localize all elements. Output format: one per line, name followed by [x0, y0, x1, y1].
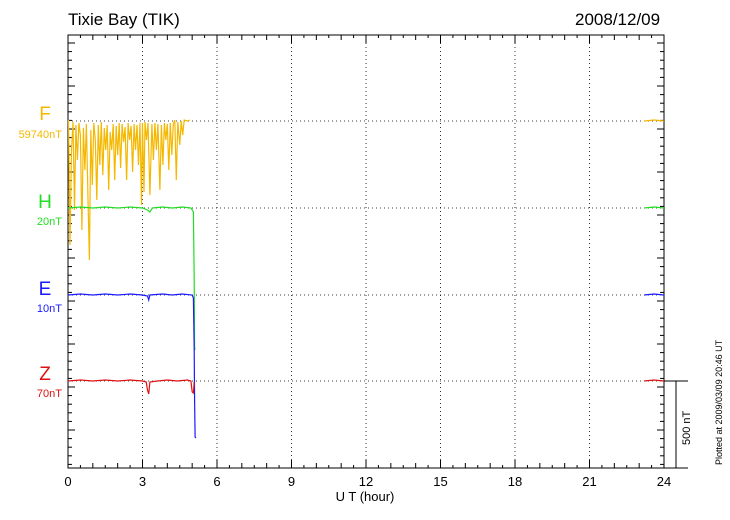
x-tick-label: 24	[657, 474, 671, 489]
component-label-f: F	[39, 104, 51, 125]
x-tick-label: 21	[582, 474, 596, 489]
x-tick-label: 18	[508, 474, 522, 489]
trace-e-1	[644, 293, 665, 296]
baseline-label-z: 70nT	[36, 388, 62, 400]
component-label-h: H	[38, 192, 52, 213]
x-tick-label: 3	[139, 474, 146, 489]
baseline-label-f: 59740nT	[18, 129, 62, 141]
scale-bar-label: 500 nT	[681, 410, 693, 445]
plotted-timestamp: Plotted at 2009/03/09 20:46 UT	[714, 339, 724, 465]
trace-f-1	[644, 119, 665, 122]
trace-e-0	[67, 293, 197, 439]
baseline-label-h: 20nT	[36, 216, 62, 228]
trace-f-0	[67, 119, 190, 261]
x-axis-label: U T (hour)	[335, 489, 395, 504]
date-label: 2008/12/09	[575, 10, 661, 29]
component-label-e: E	[38, 279, 52, 300]
trace-h-1	[644, 206, 665, 209]
baseline-label-e: 10nT	[36, 303, 62, 315]
x-tick-label: 6	[213, 474, 220, 489]
x-tick-label: 12	[359, 474, 373, 489]
x-tick-label: 9	[288, 474, 295, 489]
trace-z-0	[67, 379, 195, 395]
trace-h-0	[67, 206, 196, 351]
page-title: Tixie Bay (TIK)	[68, 10, 180, 29]
x-tick-label: 0	[64, 474, 71, 489]
trace-z-1	[644, 379, 665, 382]
component-label-z: Z	[39, 364, 51, 385]
x-tick-label: 15	[433, 474, 447, 489]
